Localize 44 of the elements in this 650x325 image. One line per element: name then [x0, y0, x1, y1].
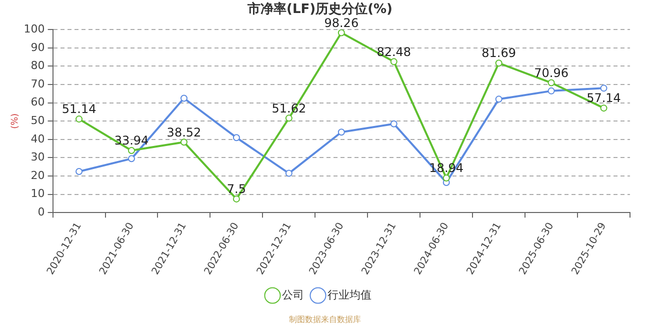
y-tick-label: 60: [30, 96, 45, 109]
y-tick-label: 90: [30, 40, 45, 54]
point: [548, 79, 555, 86]
point: [285, 170, 292, 177]
point: [128, 155, 136, 162]
point: [390, 58, 398, 66]
y-tick-label: 50: [30, 114, 45, 127]
legend-label: 公司: [282, 288, 304, 302]
point: [180, 138, 188, 146]
point: [76, 116, 83, 123]
chart-title: 市净率(LF)历史分位(%): [246, 1, 392, 18]
text: 制图数据来自数据库: [289, 315, 361, 324]
point: [600, 84, 608, 92]
data-label: 98.26: [324, 16, 359, 30]
data-label: 51.14: [62, 102, 96, 116]
point: [180, 94, 188, 102]
point: [232, 134, 240, 142]
point: [76, 168, 83, 175]
point: [338, 30, 345, 36]
point: [548, 87, 555, 94]
y-tick-label: 20: [30, 168, 45, 182]
point: [442, 174, 450, 182]
point: [338, 128, 345, 136]
y-tick-label: 30: [30, 150, 45, 164]
data-label: 81.69: [482, 46, 516, 60]
point: [495, 96, 502, 103]
data-label: 70.96: [534, 66, 568, 80]
point: [600, 104, 608, 112]
y-tick-label: 70: [30, 77, 45, 90]
point: [232, 195, 240, 202]
data-label: 57.14: [586, 91, 621, 106]
point: [128, 147, 136, 154]
y-tick-label: 100: [24, 22, 45, 36]
point: [390, 120, 398, 128]
data-label: 38.52: [166, 125, 202, 140]
y-tick-label: 40: [30, 132, 45, 146]
y-axis-title: (%): [10, 113, 21, 129]
data-label: 82.48: [376, 44, 412, 59]
y-tick-label: 10: [30, 187, 45, 200]
point: [285, 114, 292, 122]
legend-label: 行业均值: [328, 288, 372, 302]
y-tick-label: 80: [30, 59, 45, 72]
y-tick-label: 0: [38, 206, 45, 219]
point: [495, 60, 502, 67]
